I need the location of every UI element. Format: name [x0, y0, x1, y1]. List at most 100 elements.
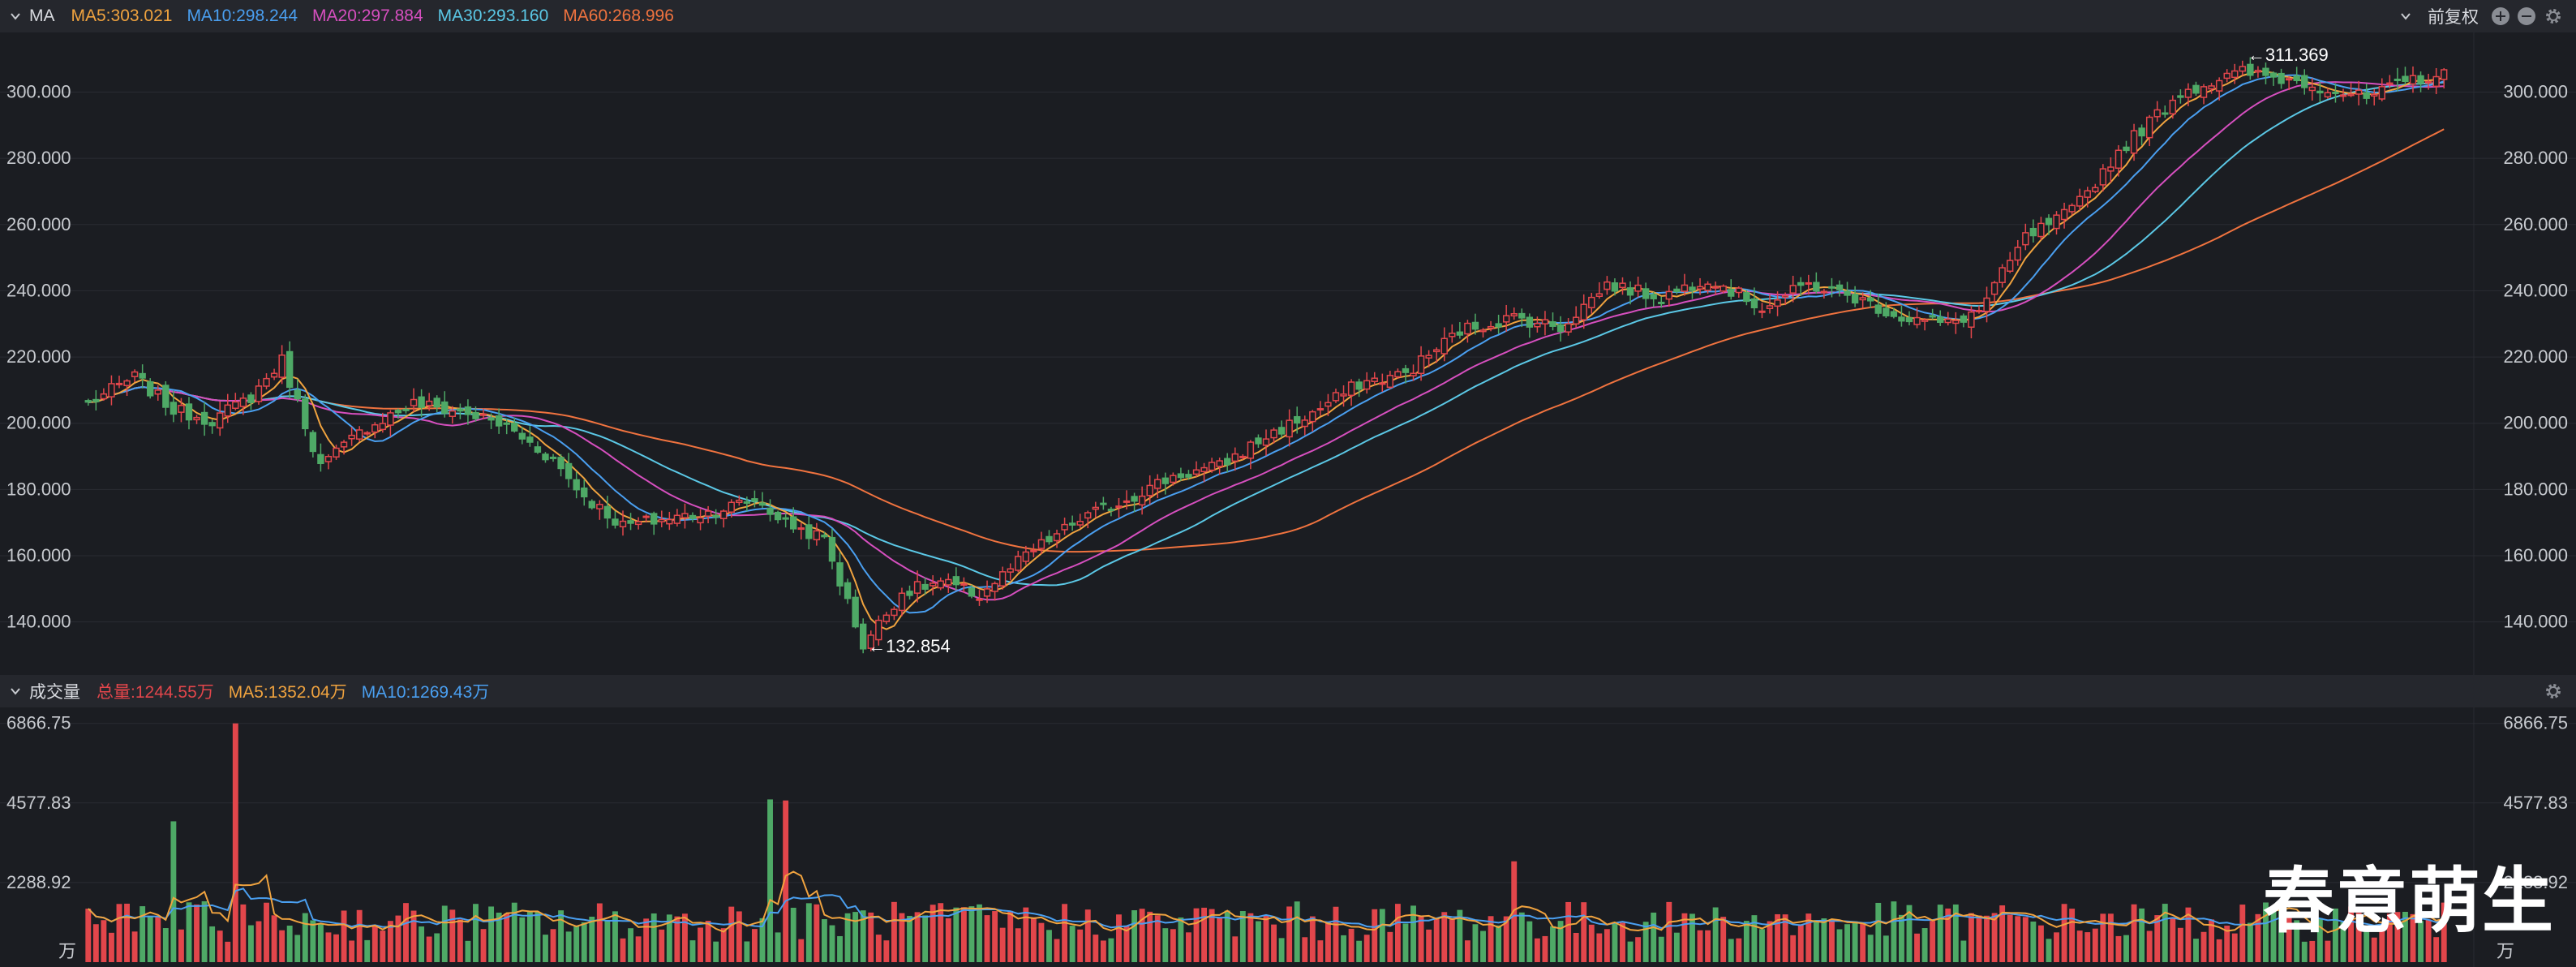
candle-up [363, 432, 371, 435]
volume-bar-down [1821, 918, 1827, 962]
candle-up [1604, 281, 1611, 290]
candle-up [2339, 94, 2347, 97]
volume-bar-up [1542, 935, 1548, 962]
candle-up [1975, 309, 1983, 312]
volume-bar-down [209, 926, 216, 962]
volume-bar-up [2076, 930, 2083, 962]
volume-bar-up [2348, 906, 2355, 962]
chevron-down-icon[interactable] [10, 11, 21, 22]
candle-up [2007, 260, 2014, 272]
annotation-label: ←132.854 [868, 636, 951, 656]
volume-bar-down [1278, 938, 1285, 962]
volume-bar-up [2379, 929, 2385, 962]
volume-bar-up [1363, 935, 1370, 962]
price-tick-left: 280.000 [6, 148, 71, 168]
volume-bar-down [744, 941, 750, 962]
candle-up [937, 580, 944, 589]
candle-up [1425, 355, 1432, 359]
volume-bar-down [1224, 910, 1230, 962]
volume-bar-down [1875, 902, 1882, 962]
volume-bar-down [2139, 908, 2145, 962]
candle-down [2123, 146, 2130, 152]
candle-down [588, 501, 595, 509]
volume-bar-down [1069, 926, 1075, 962]
volume-bar-down [805, 903, 812, 962]
zoom-in-icon[interactable] [2492, 7, 2509, 25]
chevron-down-icon[interactable] [10, 685, 21, 697]
candle-down [1177, 473, 1185, 479]
candle-down [581, 487, 588, 498]
volume-bar-down [140, 906, 146, 962]
candle-up [2231, 70, 2239, 79]
volume-tick-left: 6866.75 [6, 713, 71, 733]
candle-down [1851, 294, 1859, 304]
volume-bar-up [1930, 921, 1936, 962]
volume-bar-up [2146, 930, 2153, 962]
volume-bar-up [1062, 904, 1068, 962]
candle-down [441, 401, 449, 414]
volume-bar-down [1472, 924, 1479, 962]
volume-bar-down [1402, 923, 1409, 962]
candle-up [1990, 282, 1999, 295]
zoom-out-icon[interactable] [2518, 7, 2535, 25]
volume-bar-down [1356, 940, 1363, 962]
volume-bar-up [1620, 922, 1625, 962]
candle-up [348, 434, 355, 440]
candle-up [100, 393, 108, 400]
volume-bar-up [1317, 940, 1324, 962]
candle-down [790, 516, 797, 530]
volume-bar-up [325, 932, 332, 962]
volume-bar-up [1767, 921, 1773, 962]
volume-bar-down [1496, 925, 1502, 962]
candle-up [1061, 523, 1068, 531]
candle-up [355, 429, 363, 440]
gear-icon[interactable] [2544, 6, 2563, 26]
volume-bars[interactable] [85, 723, 2447, 962]
volume-bar-up [1666, 901, 1672, 962]
candle-up [634, 521, 642, 526]
volume-bar-up [1394, 904, 1401, 962]
candle-up [131, 371, 139, 377]
candle-up [2060, 208, 2068, 221]
candle-up [1340, 393, 1347, 397]
price-tick-left: 220.000 [6, 346, 71, 367]
candle-down [1185, 474, 1192, 478]
candle-down [286, 350, 294, 389]
candle-up [1417, 355, 1425, 375]
volume-bar-down [511, 902, 517, 962]
candle-up [929, 582, 937, 587]
candle-down [302, 398, 309, 430]
candle-down [549, 456, 557, 459]
candle-up [1200, 466, 1208, 473]
gear-icon[interactable] [2544, 681, 2563, 701]
candle-up [1774, 299, 1781, 307]
candle-down [2029, 227, 2037, 237]
candle-up [449, 410, 457, 417]
volume-bar-down [1689, 913, 1695, 962]
volume-bar-up [504, 913, 510, 962]
adjust-dropdown-chevron-icon[interactable] [2400, 11, 2411, 22]
volume-bar-up [155, 916, 161, 962]
candle-up [1634, 284, 1642, 292]
volume-bar-down [1743, 921, 1750, 962]
volume-bar-up [1968, 913, 1974, 962]
candle-up [976, 598, 983, 601]
candle-up [1363, 380, 1371, 390]
candle-down [2402, 75, 2409, 83]
candle-up [2378, 86, 2385, 100]
volume-bar-up [1720, 917, 1727, 962]
candle-up [2441, 69, 2448, 80]
adjust-mode-select[interactable]: 前复权 [2428, 8, 2479, 27]
volume-bar-up [2007, 914, 2013, 962]
volume-bar-up [705, 921, 711, 962]
candlesticks[interactable] [84, 57, 2448, 654]
candle-down [612, 518, 619, 526]
candle-down [2177, 95, 2184, 98]
candle-up [1015, 556, 1022, 571]
candle-down [1045, 535, 1053, 543]
volume-bar-up [1976, 915, 1982, 962]
volume-bar-up [938, 903, 944, 962]
candle-down [650, 513, 658, 525]
volume-bar-down [759, 918, 766, 962]
